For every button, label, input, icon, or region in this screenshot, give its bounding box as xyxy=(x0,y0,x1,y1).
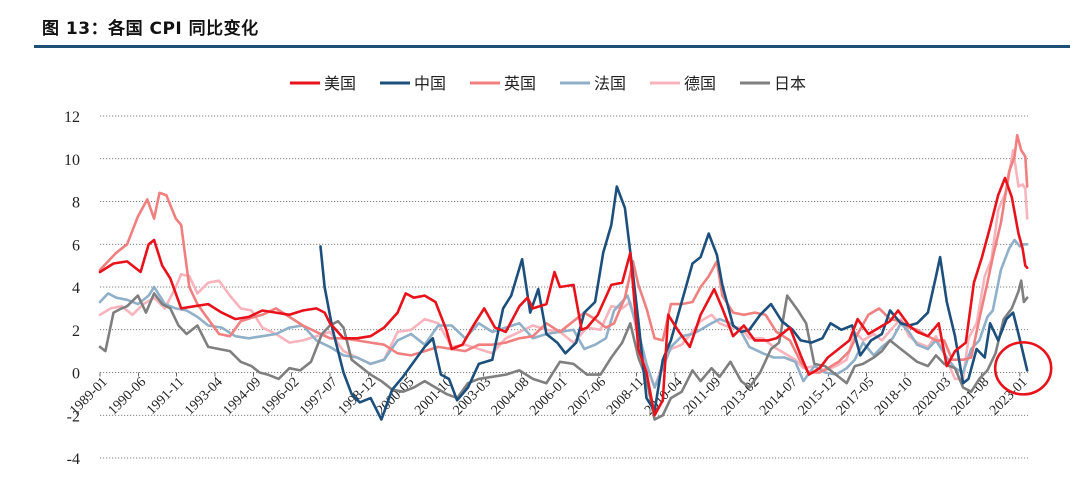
x-tick-label: 2008-11 xyxy=(604,375,647,418)
y-tick-label: 12 xyxy=(64,109,80,126)
legend-label: 日本 xyxy=(774,74,806,93)
highlight-circle xyxy=(993,341,1053,396)
x-tick-label: 1998-12 xyxy=(336,375,380,419)
legend: 美国 中国 英国 法国 德国 日本 xyxy=(290,74,806,93)
x-tick-label: 2021-08 xyxy=(949,375,993,419)
series-line-japan xyxy=(98,279,1029,421)
x-tick-label: 2004-08 xyxy=(489,375,533,419)
y-tick-label: 6 xyxy=(72,237,80,254)
y-tick-label: 10 xyxy=(64,152,80,169)
x-tick-label: 2020-03 xyxy=(911,375,955,419)
series-lines xyxy=(98,133,1029,421)
legend-label: 德国 xyxy=(684,74,716,93)
x-tick-label: 1996-02 xyxy=(259,375,303,419)
x-tick-label: 2017-05 xyxy=(834,375,878,419)
x-tick-label: 1991-11 xyxy=(144,375,187,418)
y-tick-label: 0 xyxy=(72,366,80,383)
page-title: 图 13：各国 CPI 同比变化 xyxy=(42,19,259,39)
annotation xyxy=(993,341,1053,396)
header: 图 13：各国 CPI 同比变化 xyxy=(0,0,1080,50)
x-tick-label: 1990-06 xyxy=(106,375,150,419)
legend-label: 英国 xyxy=(504,74,536,93)
legend-label: 美国 xyxy=(324,74,356,93)
y-tick-label: -2 xyxy=(67,408,80,425)
x-tick-label: 1993-04 xyxy=(182,375,226,419)
y-tick-label: -4 xyxy=(67,451,80,468)
series-line-china xyxy=(319,185,1029,421)
y-tick-label: 4 xyxy=(72,280,80,297)
y-axis-ticks: -4 -2 0 2 4 6 8 10 12 xyxy=(64,109,80,468)
header-rule xyxy=(34,45,1070,48)
legend-label: 中国 xyxy=(414,74,446,93)
y-tick-label: 8 xyxy=(72,195,80,212)
x-tick-label: 2018-10 xyxy=(872,375,916,419)
x-tick-label: 2023-01 xyxy=(987,375,1031,419)
x-tick-label: 1994-09 xyxy=(221,375,265,419)
x-tick-label: 2014-07 xyxy=(757,375,801,419)
legend-label: 法国 xyxy=(594,74,626,93)
x-tick-label: 1997-07 xyxy=(297,375,341,419)
y-tick-label: 2 xyxy=(72,323,80,340)
series-line-us xyxy=(98,176,1029,417)
x-tick-label: 2007-06 xyxy=(566,375,610,419)
